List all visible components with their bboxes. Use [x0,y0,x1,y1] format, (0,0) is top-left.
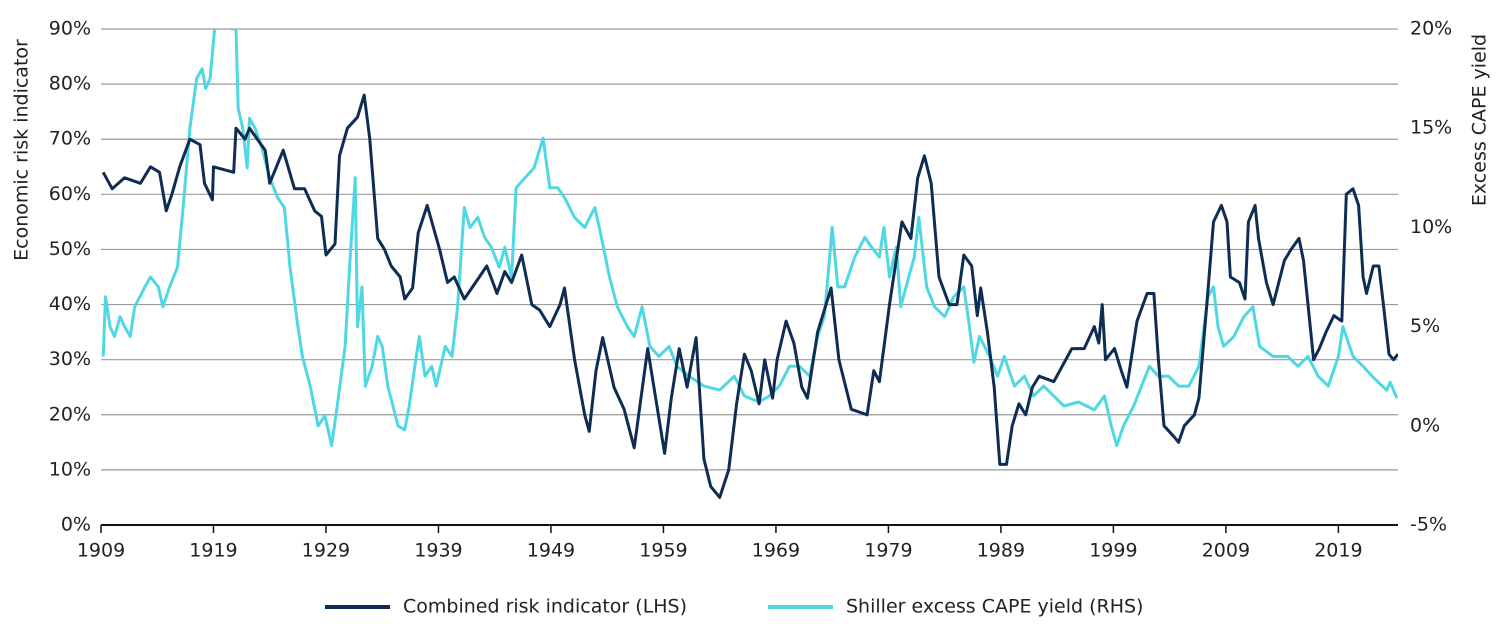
y-tick-label: 10% [49,458,91,480]
y2-tick-label: 10% [1410,216,1452,238]
x-tick-label: 1909 [77,540,125,562]
x-tick-label: 1959 [639,540,687,562]
y-axis-label: Economic risk indicator [11,39,33,261]
y-tick-label: 80% [49,73,91,95]
x-tick-label: 2009 [1202,540,1250,562]
y2-axis-label: Excess CAPE yield [1469,34,1491,206]
y2-tick-label: -5% [1410,514,1447,536]
y2-tick-label: 15% [1410,117,1452,139]
x-tick-label: 1919 [189,540,237,562]
x-tick-label: 1989 [977,540,1025,562]
x-tick-label: 1939 [414,540,462,562]
x-tick-label: 1979 [864,540,912,562]
y2-tick-label: 0% [1410,414,1440,436]
y-tick-label: 0% [61,514,91,536]
legend-label: Shiller excess CAPE yield (RHS) [846,596,1143,618]
legend-label: Combined risk indicator (LHS) [403,596,687,618]
series-line [101,29,1398,448]
y-tick-label: 50% [49,238,91,260]
y-tick-label: 40% [49,293,91,315]
y-tick-label: 30% [49,348,91,370]
plot-lines [101,29,1398,499]
x-tick-label: 1929 [302,540,350,562]
x-tick-label: 1999 [1089,540,1137,562]
x-tick-label: 2019 [1314,540,1362,562]
y2-tick-label: 20% [1410,18,1452,40]
x-tick-label: 1969 [752,540,800,562]
y-tick-label: 90% [49,18,91,40]
y2-tick-label: 5% [1410,315,1440,337]
series-line [101,93,1398,499]
y-tick-label: 70% [49,128,91,150]
y-tick-label: 20% [49,403,91,425]
x-tick-label: 1949 [527,540,575,562]
y-tick-label: 60% [49,183,91,205]
